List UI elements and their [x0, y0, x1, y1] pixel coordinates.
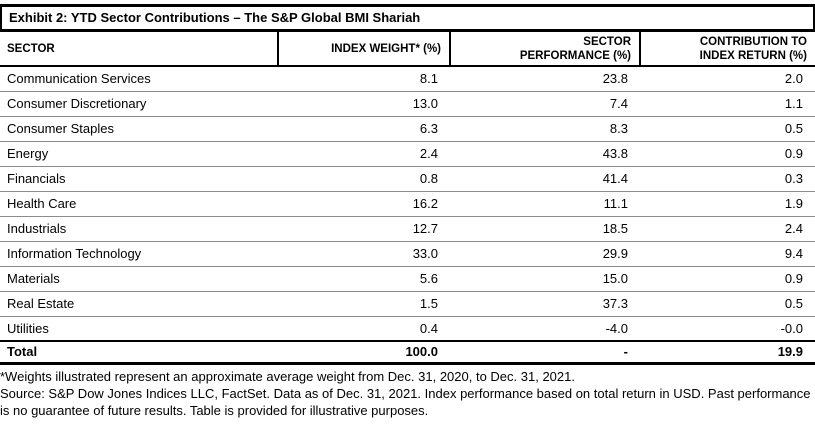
performance-cell: 29.9: [450, 241, 640, 267]
weight-cell: 5.6: [278, 266, 450, 292]
sector-cell: Materials: [0, 266, 278, 292]
total-row: Total 100.0 - 19.9: [0, 340, 815, 365]
sector-cell: Utilities: [0, 316, 278, 342]
header-sector-label: SECTOR: [7, 42, 55, 55]
table-row: Health Care 16.2 11.1 1.9: [0, 191, 815, 217]
footnotes: *Weights illustrated represent an approx…: [0, 365, 815, 419]
performance-cell: 11.1: [450, 191, 640, 217]
footnote-weights: *Weights illustrated represent an approx…: [0, 368, 575, 384]
table-row: Consumer Staples 6.3 8.3 0.5: [0, 116, 815, 142]
contribution-cell: 1.9: [640, 191, 815, 217]
table-row: Consumer Discretionary 13.0 7.4 1.1: [0, 91, 815, 117]
table-row: Real Estate 1.5 37.3 0.5: [0, 291, 815, 317]
sector-cell: Industrials: [0, 216, 278, 242]
contribution-cell: 0.9: [640, 266, 815, 292]
weight-cell: 2.4: [278, 141, 450, 167]
contribution-cell: 0.5: [640, 291, 815, 317]
header-sector-performance: SECTOR PERFORMANCE (%): [450, 32, 641, 67]
header-index-weight-label: INDEX WEIGHT* (%): [331, 42, 441, 55]
table-row: Financials 0.8 41.4 0.3: [0, 166, 815, 192]
weight-cell: 12.7: [278, 216, 450, 242]
contribution-cell: 0.3: [640, 166, 815, 192]
performance-cell: 43.8: [450, 141, 640, 167]
performance-cell: 8.3: [450, 116, 640, 142]
performance-cell: 37.3: [450, 291, 640, 317]
total-weight-cell: 100.0: [278, 340, 450, 365]
sector-cell: Information Technology: [0, 241, 278, 267]
exhibit-page: Exhibit 2: YTD Sector Contributions – Th…: [0, 4, 815, 419]
weight-cell: 16.2: [278, 191, 450, 217]
table-row: Communication Services 8.1 23.8 2.0: [0, 66, 815, 92]
header-index-weight: INDEX WEIGHT* (%): [278, 32, 451, 67]
header-contribution-line1: CONTRIBUTION TO: [699, 35, 807, 48]
sector-cell: Financials: [0, 166, 278, 192]
exhibit-title-box: Exhibit 2: YTD Sector Contributions – Th…: [0, 4, 815, 32]
header-contribution: CONTRIBUTION TO INDEX RETURN (%): [640, 32, 815, 67]
contribution-cell: 1.1: [640, 91, 815, 117]
table-row: Materials 5.6 15.0 0.9: [0, 266, 815, 292]
weight-cell: 33.0: [278, 241, 450, 267]
contribution-cell: 2.4: [640, 216, 815, 242]
performance-cell: 41.4: [450, 166, 640, 192]
total-performance-cell: -: [450, 340, 640, 365]
weight-cell: 13.0: [278, 91, 450, 117]
footnote-source: Source: S&P Dow Jones Indices LLC, FactS…: [0, 385, 811, 418]
performance-cell: 23.8: [450, 66, 640, 92]
weight-cell: 1.5: [278, 291, 450, 317]
header-sector-performance-line2: PERFORMANCE (%): [519, 49, 631, 62]
table-row: Utilities 0.4 -4.0 -0.0: [0, 316, 815, 342]
weight-cell: 8.1: [278, 66, 450, 92]
sector-cell: Communication Services: [0, 66, 278, 92]
weight-cell: 6.3: [278, 116, 450, 142]
sector-cell: Real Estate: [0, 291, 278, 317]
total-contribution-cell: 19.9: [640, 340, 815, 365]
sector-cell: Consumer Staples: [0, 116, 278, 142]
performance-cell: -4.0: [450, 316, 640, 342]
table-body: Communication Services 8.1 23.8 2.0 Cons…: [0, 66, 815, 342]
sector-cell: Health Care: [0, 191, 278, 217]
performance-cell: 15.0: [450, 266, 640, 292]
contribution-cell: 0.5: [640, 116, 815, 142]
sector-cell: Energy: [0, 141, 278, 167]
table-row: Industrials 12.7 18.5 2.4: [0, 216, 815, 242]
contribution-cell: 2.0: [640, 66, 815, 92]
header-sector: SECTOR: [0, 32, 279, 67]
contribution-cell: -0.0: [640, 316, 815, 342]
total-label: Total: [0, 340, 278, 365]
table-row: Information Technology 33.0 29.9 9.4: [0, 241, 815, 267]
sector-contributions-table: SECTOR INDEX WEIGHT* (%) SECTOR PERFORMA…: [0, 32, 815, 365]
sector-cell: Consumer Discretionary: [0, 91, 278, 117]
header-sector-performance-line1: SECTOR: [583, 35, 631, 48]
contribution-cell: 9.4: [640, 241, 815, 267]
header-contribution-line2: INDEX RETURN (%): [699, 49, 807, 62]
weight-cell: 0.8: [278, 166, 450, 192]
weight-cell: 0.4: [278, 316, 450, 342]
contribution-cell: 0.9: [640, 141, 815, 167]
header-row: SECTOR INDEX WEIGHT* (%) SECTOR PERFORMA…: [0, 32, 815, 67]
exhibit-title: Exhibit 2: YTD Sector Contributions – Th…: [9, 10, 421, 25]
performance-cell: 7.4: [450, 91, 640, 117]
performance-cell: 18.5: [450, 216, 640, 242]
table-row: Energy 2.4 43.8 0.9: [0, 141, 815, 167]
